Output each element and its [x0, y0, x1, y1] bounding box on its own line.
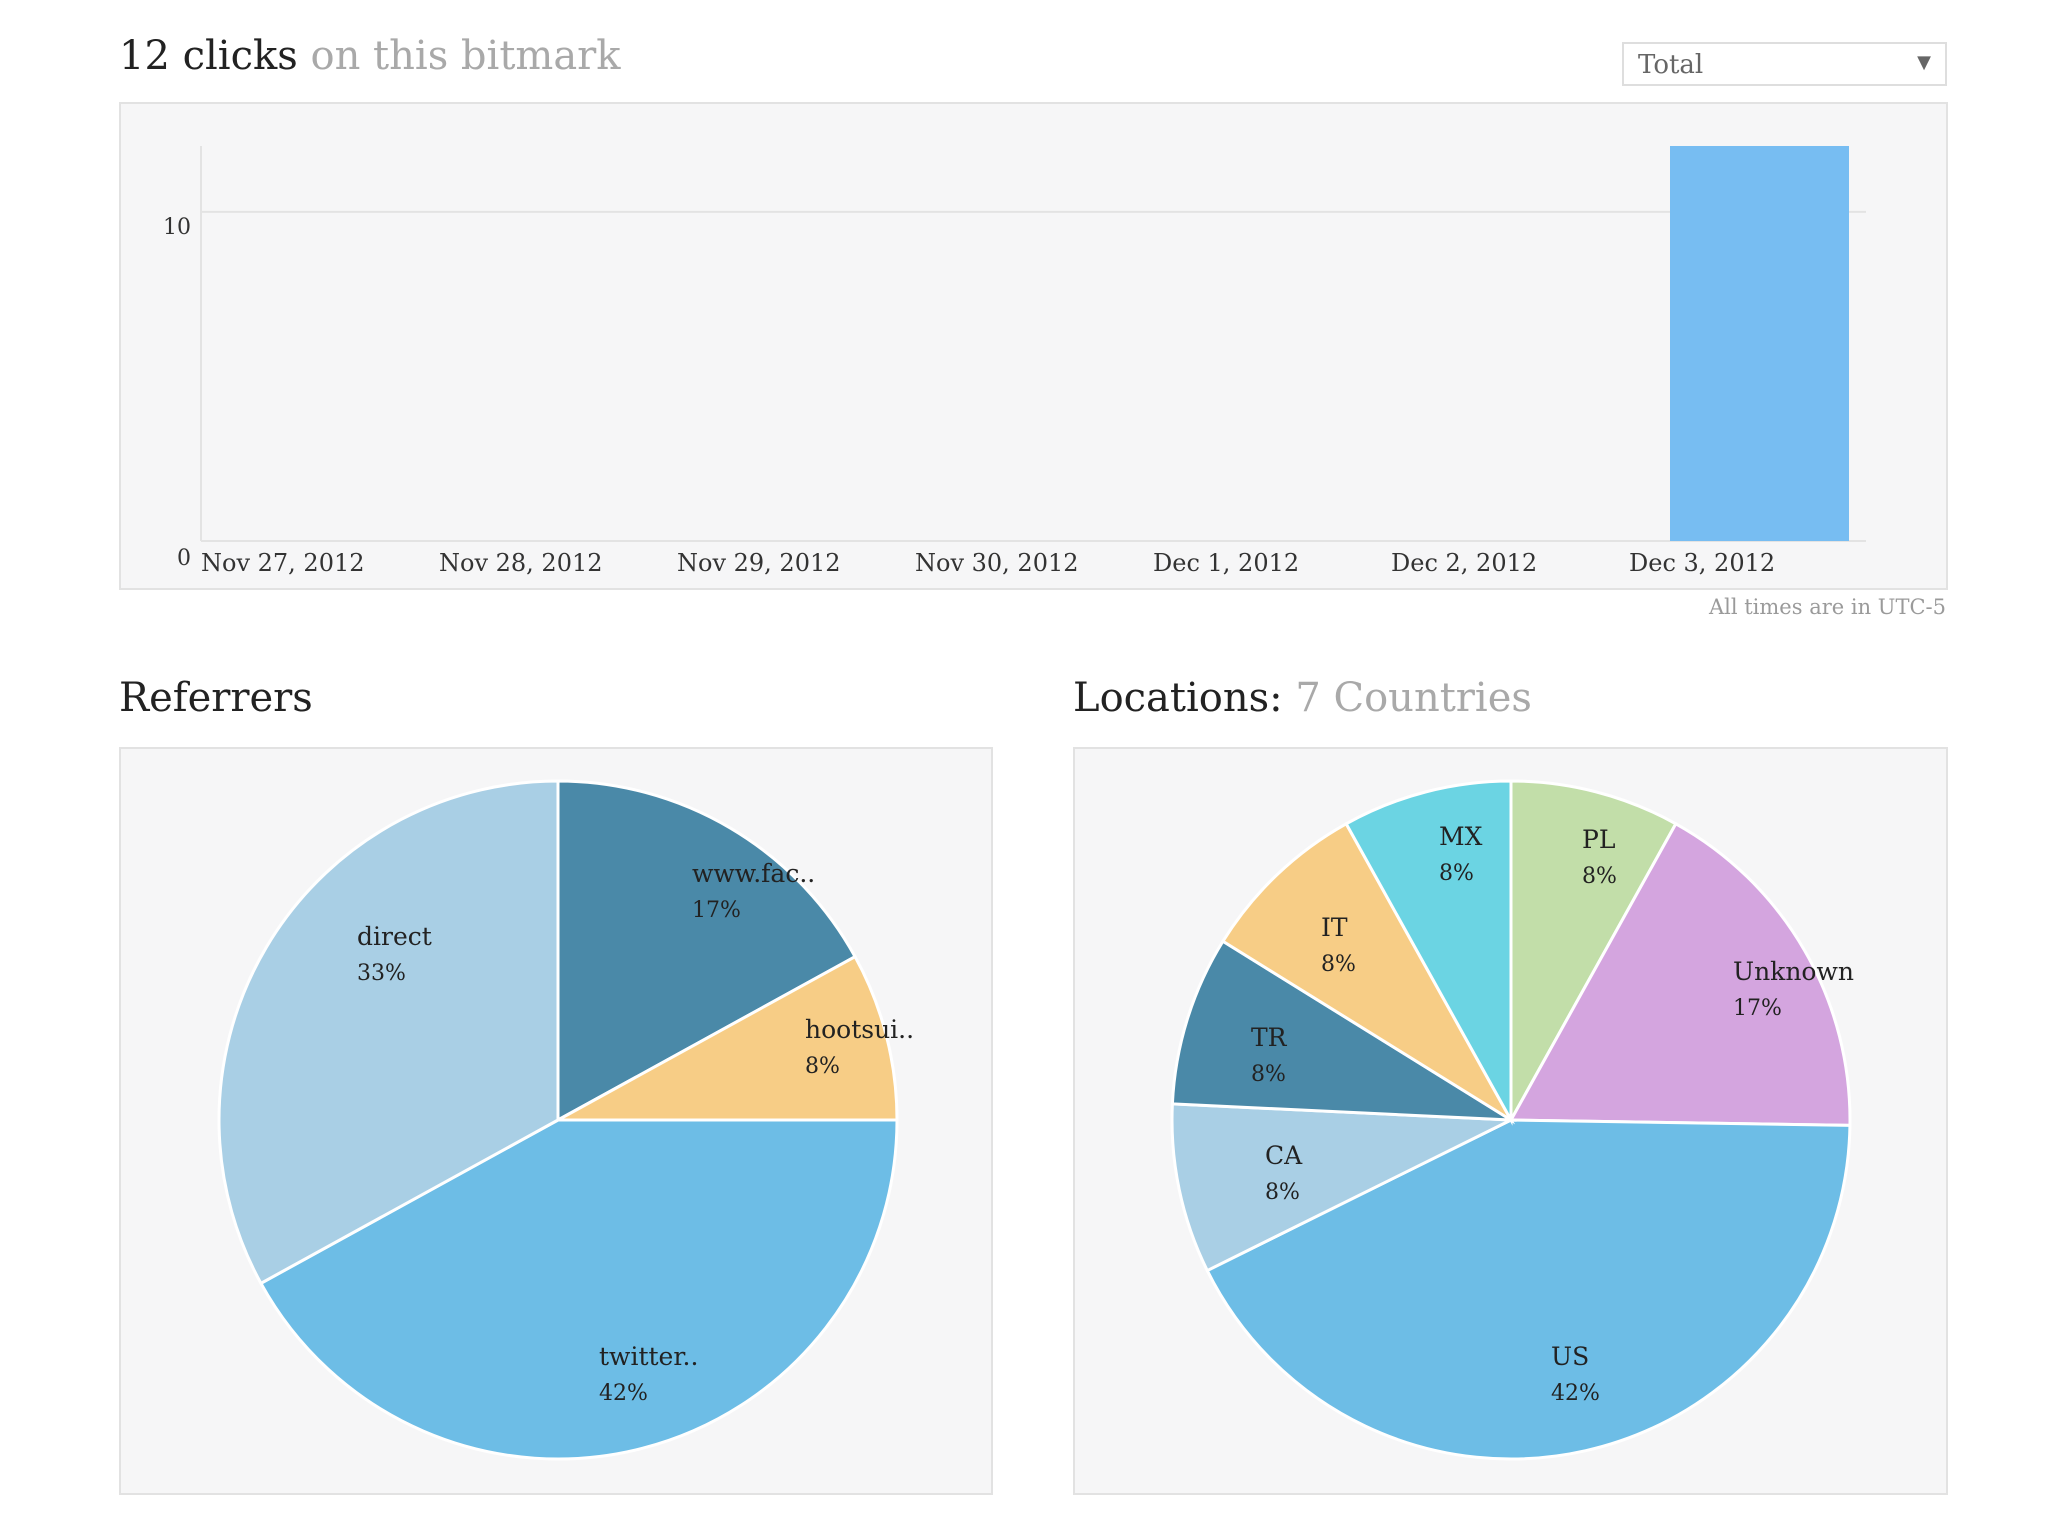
- location-slice-percent: 8%: [1265, 1180, 1300, 1205]
- referrer-slice-percent: 33%: [357, 961, 406, 986]
- locations-label: Locations:: [1073, 675, 1283, 721]
- location-slice-percent: 8%: [1251, 1062, 1286, 1087]
- location-slice-label: CA: [1265, 1141, 1303, 1170]
- locations-pie-chart: PL 8% Unknown 17% US 42% CA 8% TR 8% IT 8% MX 8%: [1170, 779, 1854, 1461]
- location-slice-label: Unknown: [1733, 957, 1854, 986]
- referrers-title: Referrers: [119, 675, 313, 721]
- x-tick-label: Nov 29, 2012: [677, 549, 841, 577]
- location-slice-pl[interactable]: [1509, 779, 1678, 1126]
- referrer-slice-label: twitter..: [599, 1342, 698, 1371]
- page-header: 12 clicks on this bitmark: [119, 30, 621, 82]
- location-slice-label: IT: [1321, 913, 1348, 942]
- location-slice-unknown[interactable]: [1508, 821, 1852, 1127]
- header-subtitle: on this bitmark: [310, 33, 621, 79]
- location-slice-percent: 42%: [1551, 1381, 1600, 1406]
- location-slice-mx[interactable]: [1344, 779, 1513, 1126]
- locations-country-count: 7 Countries: [1295, 675, 1532, 721]
- referrer-slice-hootsui[interactable]: [557, 954, 899, 1122]
- bar-dec-3-2012[interactable]: [1670, 146, 1849, 541]
- y-tick-label: 0: [177, 546, 191, 571]
- location-slice-percent: 8%: [1321, 952, 1356, 977]
- location-slice-label: MX: [1439, 822, 1483, 851]
- caret-down-icon: ▼: [1917, 52, 1931, 73]
- location-slice-percent: 17%: [1733, 996, 1782, 1021]
- location-slice-us[interactable]: [1205, 1118, 1852, 1461]
- y-tick-label: 10: [163, 215, 191, 240]
- metric-select[interactable]: Total ▼: [1622, 42, 1947, 86]
- x-tick-label: Dec 3, 2012: [1629, 549, 1775, 577]
- referrers-pie-panel: www.fac.. 17% hootsui.. 8% twitter.. 42% direc…: [119, 747, 993, 1495]
- location-slice-percent: 8%: [1582, 864, 1617, 889]
- x-tick-label: Nov 28, 2012: [439, 549, 603, 577]
- referrers-pie-chart: www.fac.. 17% hootsui.. 8% twitter.. 42% direc…: [217, 779, 914, 1461]
- x-tick-label: Dec 2, 2012: [1391, 549, 1537, 577]
- referrer-slice-percent: 8%: [805, 1054, 840, 1079]
- metric-select-value: Total: [1638, 50, 1704, 80]
- locations-pie-panel: PL 8% Unknown 17% US 42% CA 8% TR 8% IT 8% MX 8%: [1073, 747, 1948, 1495]
- x-tick-label: Nov 30, 2012: [915, 549, 1079, 577]
- location-slice-ca[interactable]: [1170, 1102, 1517, 1273]
- referrer-slice-label: direct: [357, 922, 432, 951]
- click-count: 12 clicks: [119, 33, 298, 79]
- locations-title: Locations: 7 Countries: [1073, 672, 1532, 724]
- x-tick-label: Nov 27, 2012: [201, 549, 365, 577]
- clicks-bar-chart-panel: 0 10 Nov 27, 2012 Nov 28, 2012 Nov 29, 2012 N…: [119, 102, 1948, 590]
- location-slice-label: PL: [1582, 825, 1615, 854]
- referrer-slice-percent: 42%: [599, 1381, 648, 1406]
- referrer-slice-www-fac[interactable]: [556, 779, 858, 1123]
- location-slice-label: TR: [1251, 1023, 1288, 1052]
- timezone-note: All times are in UTC-5: [1708, 595, 1946, 619]
- referrer-slice-label: www.fac..: [692, 859, 815, 888]
- location-slice-it[interactable]: [1220, 821, 1516, 1125]
- x-tick-label: Dec 1, 2012: [1153, 549, 1299, 577]
- referrer-slice-direct[interactable]: [217, 779, 560, 1286]
- referrer-slice-label: hootsui..: [805, 1015, 914, 1044]
- location-slice-label: US: [1551, 1342, 1589, 1371]
- location-slice-tr[interactable]: [1170, 939, 1517, 1122]
- referrer-slice-twitter[interactable]: [258, 1118, 899, 1461]
- clicks-bar-chart: 0 10 Nov 27, 2012 Nov 28, 2012 Nov 29, 2012 N…: [163, 146, 1866, 577]
- referrer-slice-percent: 17%: [692, 898, 741, 923]
- location-slice-percent: 8%: [1439, 861, 1474, 886]
